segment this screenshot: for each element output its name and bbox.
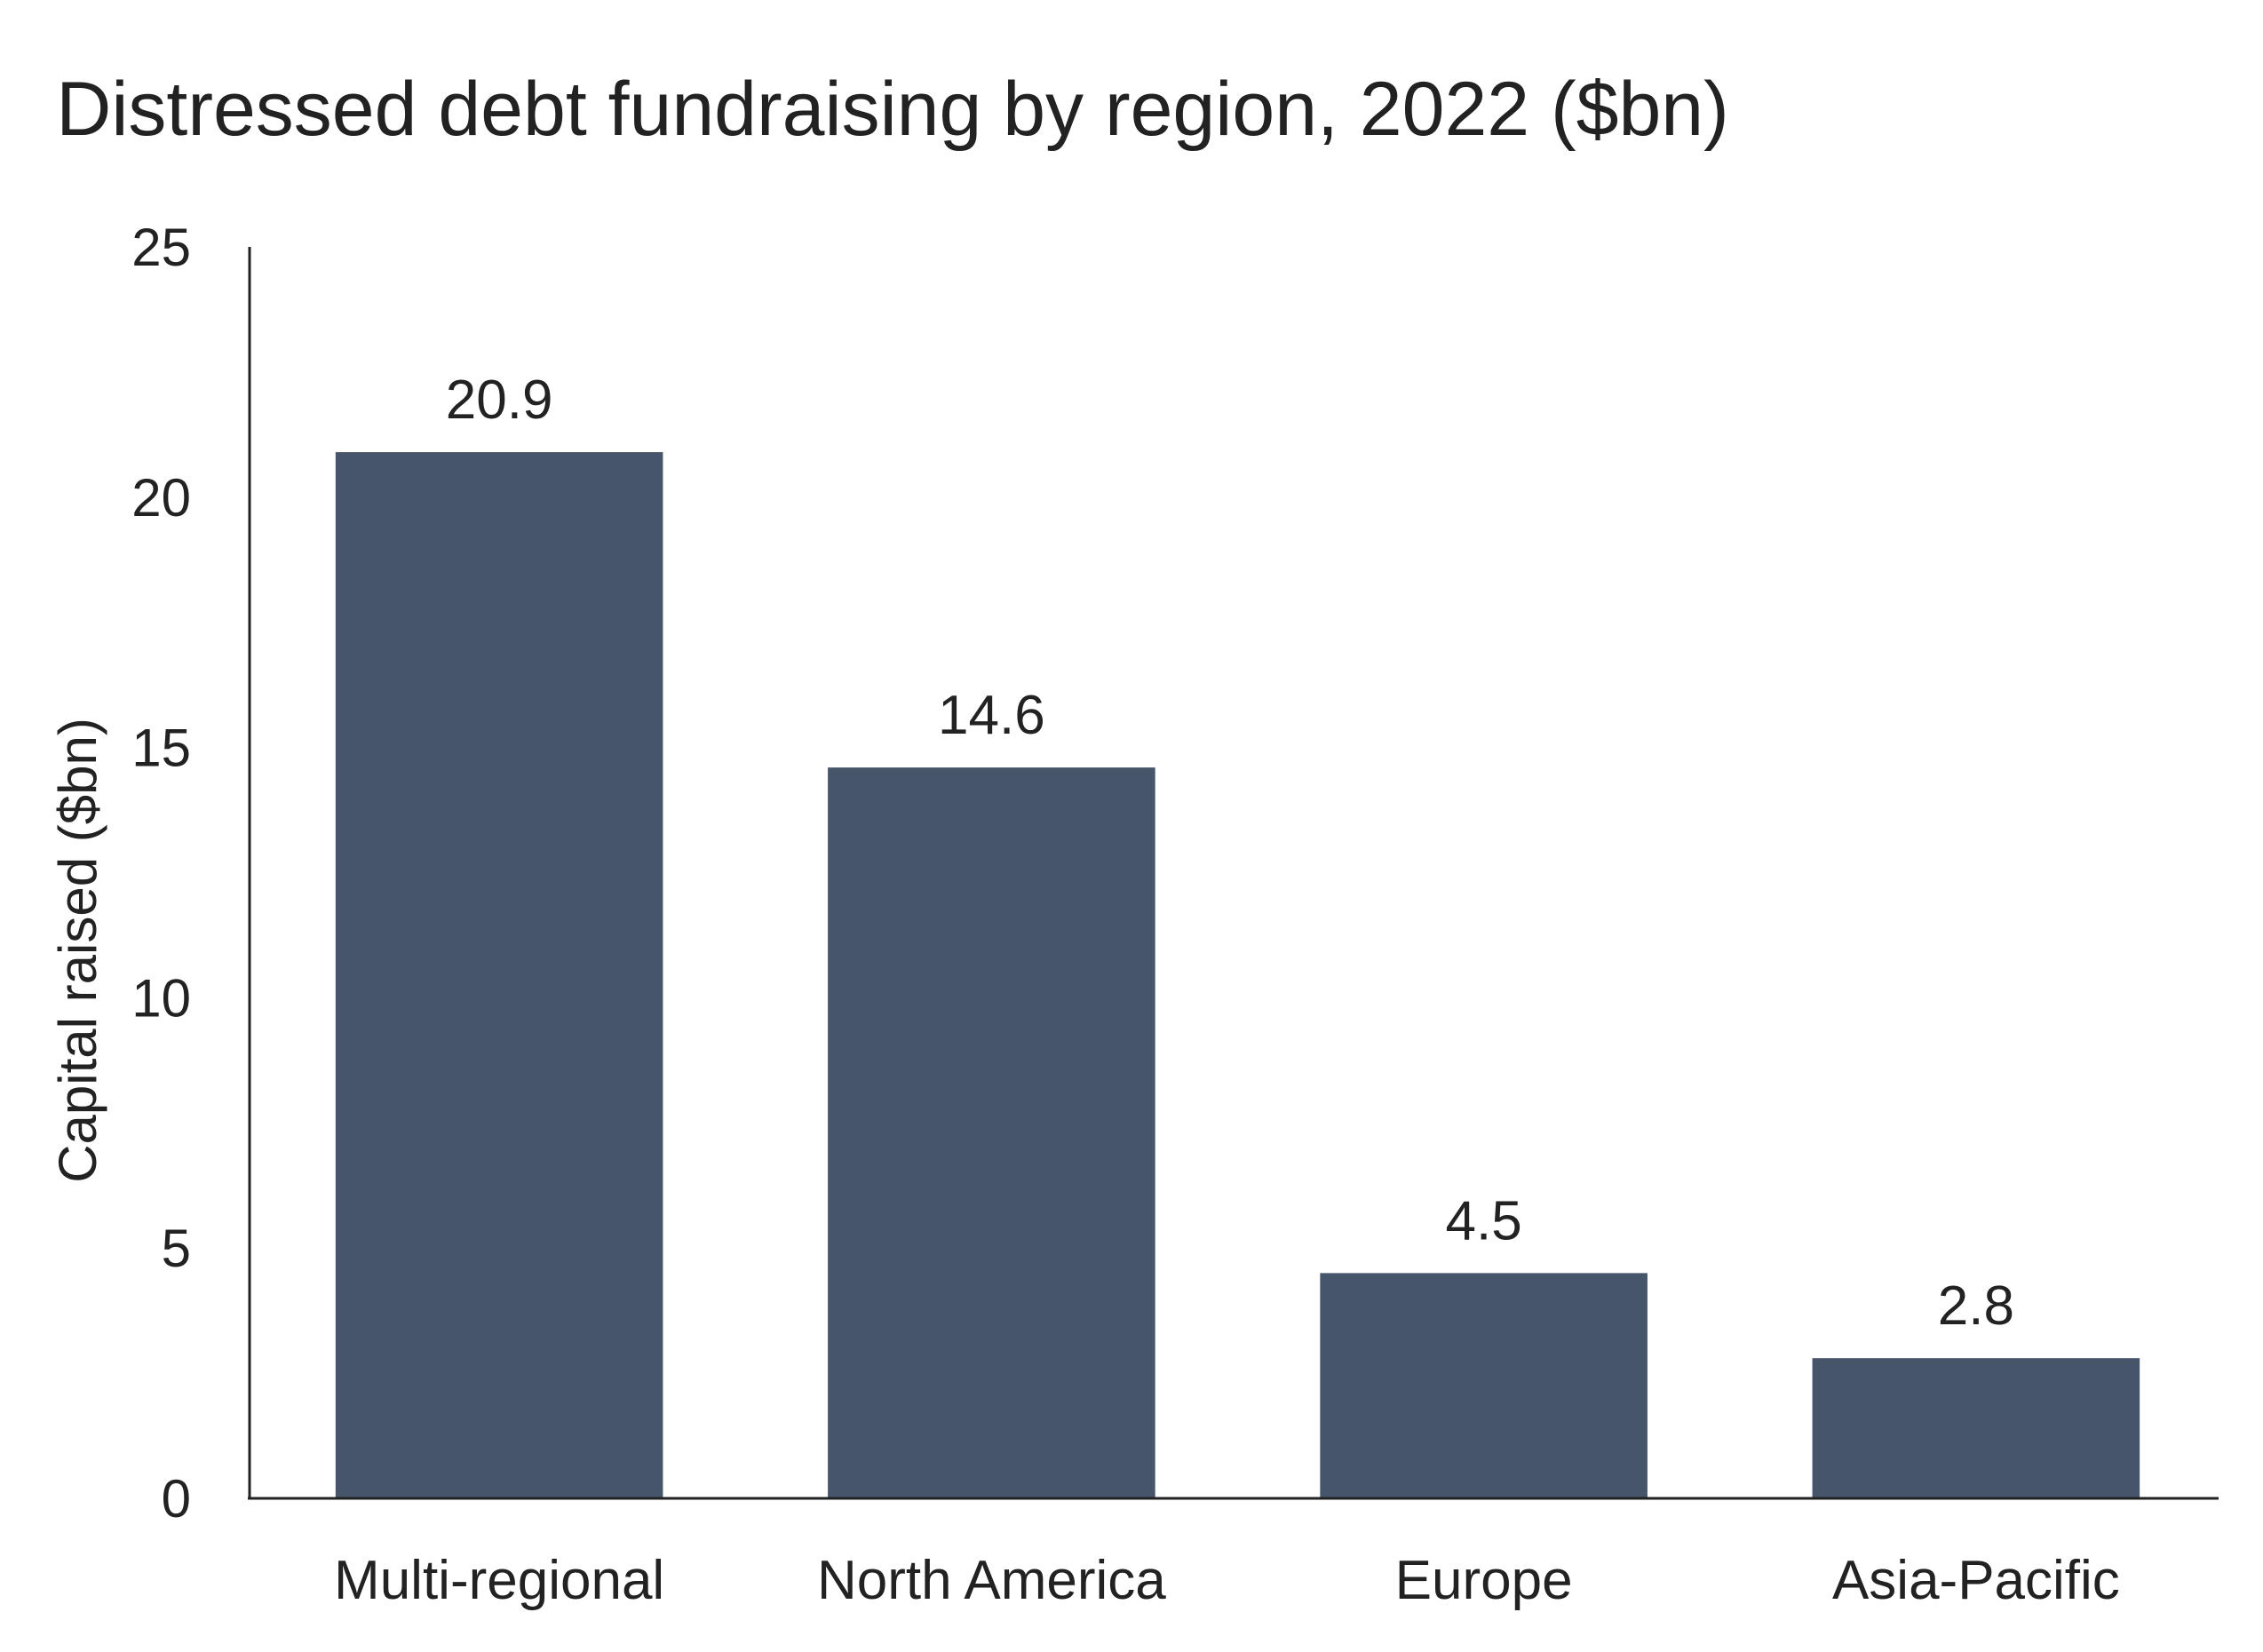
y-tick-label: 25 [131,218,191,277]
y-tick-label: 0 [162,1469,191,1529]
bar-value-label: 4.5 [1446,1190,1522,1251]
bars [335,452,2140,1499]
y-tick-label: 10 [131,968,191,1028]
bar-value-label: 2.8 [1938,1275,2014,1337]
bar [828,767,1155,1498]
chart-title: Distressed debt fundraising by region, 2… [56,67,1729,152]
bar [1320,1273,1648,1498]
bar [335,452,663,1499]
y-tick-label: 20 [131,468,191,528]
x-tick-label: Multi-regional [334,1550,664,1611]
bar [1812,1358,2140,1498]
x-tick-label: Europe [1395,1550,1573,1611]
data-labels: 20.9 14.6 4.5 2.8 [446,369,2014,1337]
bar-value-label: 14.6 [938,685,1045,746]
y-axis-label: Capital raised ($bn) [48,718,107,1183]
y-tick-label: 15 [131,719,191,778]
y-axis-ticks: 0 5 10 15 20 25 [131,218,191,1529]
y-tick-label: 5 [162,1219,191,1278]
x-tick-label: Asia-Pacific [1832,1550,2120,1611]
x-axis-ticks: Multi-regional North America Europe Asia-Pa… [334,1550,2120,1611]
bar-value-label: 20.9 [446,369,553,431]
x-tick-label: North America [817,1550,1166,1611]
